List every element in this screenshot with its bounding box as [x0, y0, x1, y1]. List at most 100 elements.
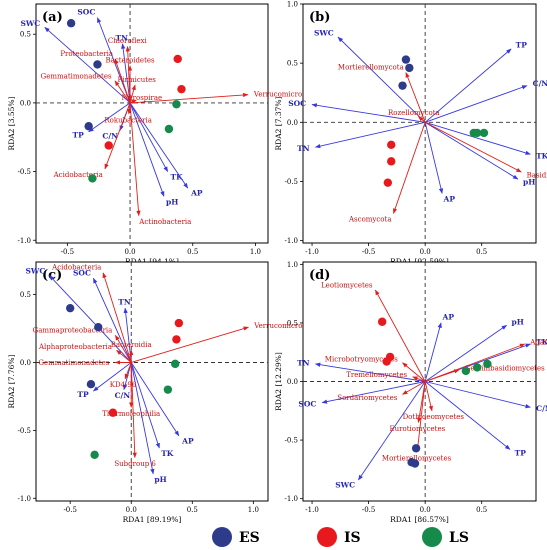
- taxa-arrow-geminibasidiomycetes: [425, 369, 460, 382]
- taxa-label-bacteroidetes: Bacteroidetes: [105, 56, 155, 64]
- env-label-ph: pH: [523, 178, 535, 187]
- legend-label-is: IS: [344, 530, 361, 546]
- env-label-c-n: C/N: [102, 132, 118, 141]
- sample-point-is: [382, 357, 391, 366]
- env-label-ap: AP: [442, 313, 455, 322]
- taxa-label-nitrospirae: Nitrospirae: [121, 94, 162, 102]
- y-axis-label: RDA2 [3.55%]: [7, 96, 16, 150]
- taxa-arrow-acidobacteria: [104, 102, 131, 170]
- sample-point-es: [410, 459, 420, 468]
- taxa-arrow-ascomycota: [393, 122, 426, 214]
- sample-point-es: [405, 63, 414, 73]
- env-label-ph: pH: [154, 475, 166, 484]
- env-label-swc: SWC: [314, 28, 334, 37]
- y-tick-label: -1.0: [285, 237, 299, 245]
- sample-point-es: [93, 60, 102, 69]
- env-label-ap: AP: [181, 436, 194, 445]
- x-tick-label: -1.0: [305, 506, 319, 514]
- taxa-arrow-nitrospirae: [129, 99, 137, 105]
- plot-frame: [35, 3, 269, 244]
- x-tick-label: 0.0: [126, 506, 137, 514]
- env-arrow-swc: [44, 26, 131, 104]
- taxa-label-microbotryomycetes: Microbotryomycetes: [325, 355, 399, 363]
- sample-point-ls: [88, 174, 97, 183]
- env-label-soc: SOC: [288, 99, 306, 108]
- y-axis-label: RDA2 [7.76%]: [7, 354, 16, 408]
- y-tick-label: -0.5: [285, 437, 299, 445]
- env-arrow-ph: [424, 121, 519, 180]
- taxa-label-thermoleophilia: Thermoleophilia: [102, 410, 160, 418]
- taxa-label-firmicutes: Firmicutes: [118, 76, 157, 84]
- sample-point-is: [177, 84, 186, 94]
- sample-point-ls: [163, 385, 173, 394]
- env-arrow-ap: [424, 122, 444, 194]
- sample-point-es: [84, 122, 93, 131]
- taxa-arrow-mortierellomycota: [405, 72, 426, 123]
- taxa-label-kd4-96: KD4-96: [110, 381, 137, 389]
- sample-point-is: [377, 317, 387, 326]
- taxa-arrow-sordariomycetes: [402, 381, 426, 395]
- x-tick-label: 0.0: [420, 248, 431, 256]
- taxa-label-basidiomycota: Basidiomycota: [527, 171, 547, 179]
- y-tick-label: -1.0: [18, 495, 32, 503]
- taxa-label-bacteroidia: Bacteroidia: [111, 341, 152, 349]
- env-arrow-swc: [337, 36, 426, 123]
- env-arrow-ap: [424, 322, 442, 382]
- env-label-tp: TP: [73, 131, 85, 140]
- legend: ES IS LS: [212, 527, 469, 547]
- sample-point-is: [383, 178, 393, 187]
- y-tick-label: 0.5: [20, 31, 31, 39]
- taxa-arrow-tremellomycetes: [412, 376, 426, 382]
- taxa-label-verrucomicrobiae: Verrucomicrobiae: [253, 322, 317, 330]
- env-arrow-tp: [88, 102, 131, 133]
- legend-marker-es: [212, 527, 232, 547]
- env-label-tk: TK: [171, 172, 184, 181]
- env-arrow-soc: [311, 103, 426, 123]
- sample-point-is: [104, 141, 113, 150]
- env-arrow-tp: [424, 381, 511, 450]
- taxa-label-acidobacteria: Acidobacteria: [53, 171, 103, 179]
- taxa-arrow-mortierellomycetes: [415, 381, 426, 453]
- sample-point-is: [173, 54, 182, 64]
- taxa-label-mortierellomycota: Mortierellomycota: [338, 64, 404, 72]
- taxa-label-gammaproteobacteria: Gammaproteobacteria: [33, 327, 113, 335]
- y-tick-label: 0.0: [287, 378, 298, 386]
- env-label-soc: SOC: [298, 399, 316, 408]
- env-arrow-tk: [129, 102, 169, 173]
- env-arrow-soc: [92, 277, 132, 363]
- env-arrow-ap: [129, 102, 189, 189]
- env-label-tp: TP: [515, 449, 527, 458]
- legend-label-ls: LS: [449, 530, 469, 546]
- env-label-tn: TN: [297, 144, 310, 153]
- y-tick-label: -0.5: [18, 427, 32, 435]
- env-arrow-tk: [425, 121, 531, 155]
- sample-point-es: [66, 19, 76, 28]
- taxa-label-gemmatimonadetes: Gemmatimonadetes: [38, 359, 109, 367]
- taxa-arrow-firmicutes: [129, 84, 136, 104]
- env-arrow-ph: [130, 362, 155, 475]
- taxa-arrow-rokubacteria: [127, 102, 132, 115]
- x-tick-label: 0.0: [420, 506, 431, 514]
- taxa-label-leotiomycetes: Leotiomycetes: [321, 281, 373, 289]
- taxa-label-rozellomycota: Rozellomycota: [388, 109, 440, 117]
- x-tick-label: -0.5: [362, 248, 376, 256]
- taxa-arrow-verrucomicrobia: [130, 92, 249, 104]
- sample-point-ls: [164, 124, 174, 134]
- env-arrow-tp: [424, 48, 512, 123]
- env-label-tk: TK: [536, 337, 547, 346]
- env-arrow-tn: [121, 43, 131, 103]
- panel-tag: (d): [309, 268, 330, 283]
- env-arrow-tn: [314, 362, 426, 382]
- y-tick-label: 0.0: [287, 119, 298, 127]
- sample-point-ls: [171, 359, 180, 369]
- x-tick-label: 1.0: [248, 506, 259, 514]
- env-label-swc: SWC: [20, 19, 40, 28]
- taxa-label-sordariomycetes: Sordariomycetes: [337, 394, 397, 402]
- sample-point-es: [401, 55, 411, 64]
- taxa-label-dothideomycetes: Dothideomycetes: [403, 413, 465, 421]
- sample-point-is: [174, 318, 184, 328]
- taxa-label-alphaproteobacteria: Alphaproteobacteria: [38, 343, 112, 351]
- taxa-arrow-subgroup-6: [130, 362, 137, 459]
